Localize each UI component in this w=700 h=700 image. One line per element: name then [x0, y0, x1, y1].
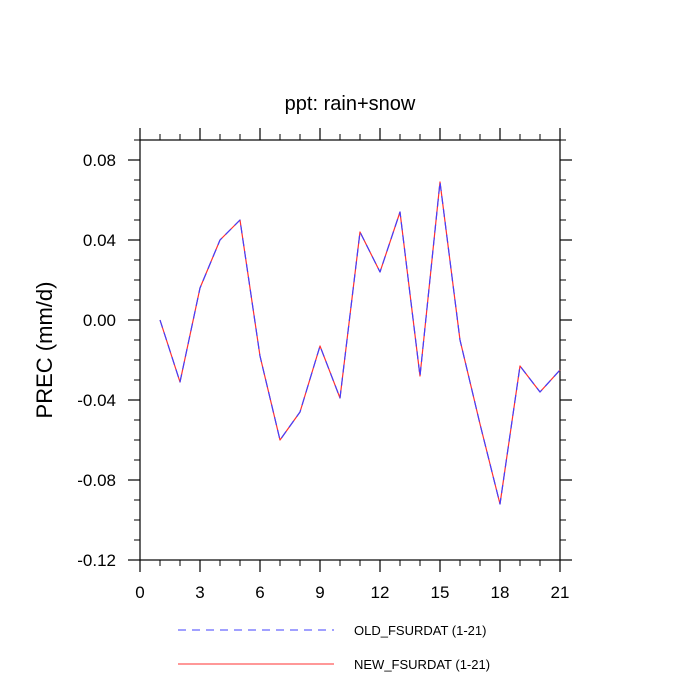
y-axis-label: PREC (mm/d): [32, 282, 57, 419]
y-tick-label: 0.04: [83, 231, 116, 250]
legend-label-2: NEW_FSURDAT (1-21): [354, 657, 490, 672]
x-tick-label: 15: [431, 583, 450, 602]
y-tick-label: -0.04: [77, 391, 116, 410]
x-tick-label: 12: [371, 583, 390, 602]
chart-title: ppt: rain+snow: [285, 93, 416, 115]
plot-frame: [139, 139, 561, 561]
x-tick-label: 21: [551, 583, 570, 602]
y-tick-label: -0.08: [77, 471, 116, 490]
legend-label-1: OLD_FSURDAT (1-21): [354, 623, 486, 638]
x-tick-label: 3: [195, 583, 204, 602]
y-tick-label: -0.12: [77, 551, 116, 570]
major-ticks: [128, 128, 572, 572]
y-tick-label: 0.08: [83, 151, 116, 170]
series-line-1: [159, 181, 561, 505]
series-line-2: [159, 181, 561, 505]
x-tick-label: 18: [491, 583, 510, 602]
x-tick-label: 0: [135, 583, 144, 602]
x-tick-labels: 0 3 6 9 12 15 18 21: [135, 583, 569, 602]
y-tick-label: 0.00: [83, 311, 116, 330]
legend: OLD_FSURDAT (1-21) NEW_FSURDAT (1-21): [178, 623, 490, 672]
minor-ticks: [134, 134, 566, 566]
x-tick-label: 9: [315, 583, 324, 602]
x-tick-label: 6: [255, 583, 264, 602]
series-lines: [159, 181, 561, 505]
plot-border: [139, 139, 561, 561]
y-tick-labels: -0.12 -0.08 -0.04 0.00 0.04 0.08: [77, 151, 116, 570]
